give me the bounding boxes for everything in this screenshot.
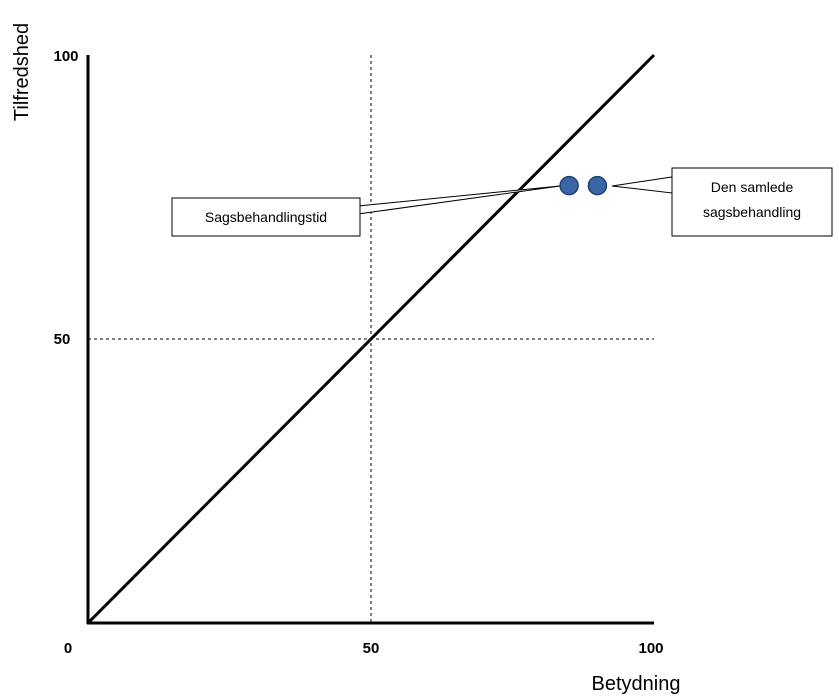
x-tick-label-100: 100: [638, 640, 663, 657]
x-tick-label-50: 50: [363, 640, 380, 657]
y-tick-label-50: 50: [54, 331, 71, 348]
y-axis-title: Tilfredshed: [11, 23, 33, 121]
diagonal-line: [86, 53, 656, 625]
callout-label-right-line-2: sagsbehandling: [703, 204, 801, 220]
x-tick-label-0: 0: [64, 640, 72, 657]
data-point-2: [587, 175, 608, 196]
y-tick-label-100: 100: [53, 48, 78, 65]
x-axis-title: Betydning: [592, 673, 681, 695]
callout-label-left: Sagsbehandlingstid: [205, 209, 327, 225]
callout-box-right: [671, 167, 833, 237]
callout-label-right-line-1: Den samlede: [711, 179, 794, 195]
callout-box-left: [171, 197, 361, 237]
callout-leader-left: [357, 185, 561, 215]
data-point-1: [559, 175, 579, 196]
callout-leader-right: [611, 176, 673, 194]
data-points: [559, 175, 608, 196]
